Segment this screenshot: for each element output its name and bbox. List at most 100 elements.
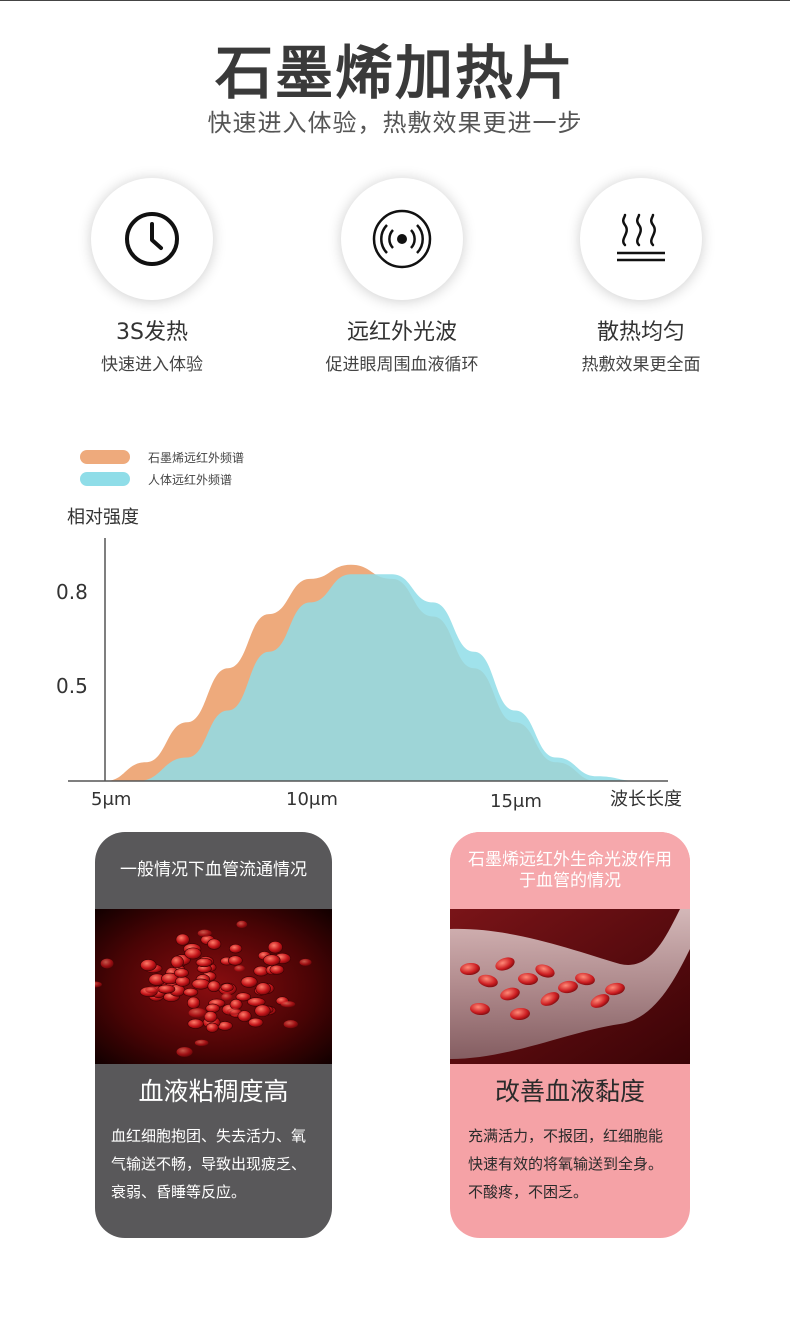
- red-blood-cell: [157, 984, 176, 994]
- red-blood-cell: [227, 955, 243, 966]
- red-blood-cell: [205, 1022, 219, 1033]
- card-normal-blood-flow: 一般情况下血管流通情况 血液粘稠度高 血红细胞抱团、失去活力、氧 气输送不畅，导…: [95, 832, 332, 1238]
- card-body-line: 气输送不畅，导致出现疲乏、: [111, 1155, 307, 1173]
- red-blood-cell: [280, 1001, 296, 1008]
- y-axis-label: 相对强度: [67, 507, 139, 528]
- red-blood-cell: [174, 968, 189, 978]
- legend-swatch-human: [80, 472, 130, 486]
- feature-desc: 热敷效果更全面: [581, 355, 701, 375]
- red-blood-cell: [236, 920, 248, 929]
- red-blood-cell: [194, 1039, 209, 1047]
- red-blood-cell: [207, 938, 222, 950]
- red-blood-cell: [176, 1047, 193, 1057]
- card-body-line: 血红细胞抱团、失去活力、氧: [111, 1127, 307, 1145]
- feature-even-heat: 散热均匀 热敷效果更全面: [521, 178, 761, 375]
- page-title: 石墨烯加热片: [214, 39, 575, 107]
- chart-legend: 石墨烯远红外频谱 人体远红外频谱: [80, 446, 244, 490]
- red-blood-cell: [229, 943, 243, 954]
- x-tick-label: 5μm: [91, 789, 131, 810]
- feature-title: 远红外光波: [346, 320, 457, 345]
- feature-icon-circle: [341, 178, 463, 300]
- red-blood-cell: [170, 955, 184, 969]
- red-blood-cell: [590, 994, 610, 1008]
- card-title: 血液粘稠度高: [138, 1077, 289, 1106]
- card-title: 改善血液黏度: [494, 1077, 645, 1106]
- red-blood-cell: [227, 1008, 241, 1015]
- red-blood-cell: [184, 947, 202, 960]
- chart-areas: [105, 564, 639, 781]
- red-blood-cell: [183, 987, 199, 997]
- red-blood-cell: [221, 993, 233, 1001]
- x-tick-label: 10μm: [286, 789, 338, 810]
- red-blood-cell: [220, 983, 234, 992]
- red-blood-cell: [175, 976, 191, 987]
- series-area-human: [137, 574, 639, 781]
- red-blood-cell: [575, 972, 595, 986]
- spectrum-chart: 相对强度 0.8 0.5 5μm 10μm 15μm 波长长度: [56, 507, 682, 812]
- red-blood-cell: [197, 929, 212, 937]
- feature-quick-heat: 3S发热 快速进入体验: [32, 178, 272, 375]
- red-blood-cell: [229, 998, 243, 1010]
- card-body: 血红细胞抱团、失去活力、氧 气输送不畅，导致出现疲乏、 衰弱、昏睡等反应。: [95, 1108, 332, 1206]
- red-blood-cell: [269, 964, 285, 975]
- feature-icon-circle: [91, 178, 213, 300]
- red-blood-cell: [140, 959, 157, 972]
- x-tick-label: 15μm: [490, 791, 542, 812]
- red-blood-cell: [540, 992, 560, 1006]
- red-blood-cell: [186, 996, 201, 1009]
- legend-item-graphene: 石墨烯远红外频谱: [80, 446, 244, 468]
- y-tick-label: 0.5: [56, 674, 88, 698]
- legend-swatch-graphene: [80, 450, 130, 464]
- red-blood-cell: [470, 1002, 490, 1016]
- red-blood-cell: [558, 980, 578, 994]
- red-blood-cell: [518, 972, 538, 986]
- red-blood-cell: [187, 1018, 204, 1029]
- red-blood-cell: [240, 976, 258, 988]
- legend-item-human: 人体远红外频谱: [80, 468, 244, 490]
- card-graphene-effect: 石墨烯远红外生命光波作用 于血管的情况 改善血液黏度 充满活力，: [450, 832, 690, 1238]
- feature-title: 3S发热: [116, 320, 188, 345]
- legend-label: 人体远红外频谱: [148, 472, 233, 487]
- card-header: 一般情况下血管流通情况: [120, 860, 307, 880]
- red-blood-cell: [188, 1008, 207, 1018]
- red-blood-cell: [234, 965, 245, 972]
- feature-title: 散热均匀: [596, 320, 685, 345]
- red-blood-cell: [535, 964, 555, 978]
- red-blood-cell: [195, 957, 213, 968]
- red-blood-cells-flow: [460, 957, 625, 1021]
- red-blood-cell: [263, 954, 281, 966]
- x-axis-label: 波长长度: [610, 789, 682, 810]
- red-blood-cell: [247, 997, 266, 1007]
- red-blood-cell: [495, 957, 515, 971]
- red-blood-cell: [248, 1017, 264, 1028]
- red-blood-cell: [95, 981, 102, 988]
- feature-desc: 快速进入体验: [101, 355, 203, 375]
- card-body: 充满活力，不报团，红细胞能 快速有效的将氧输送到全身。 不酸疼，不困乏。: [450, 1108, 690, 1206]
- red-blood-cell: [255, 982, 271, 995]
- heat-waves-icon: [617, 213, 665, 262]
- red-blood-cell: [254, 1004, 271, 1017]
- clock-icon: [125, 212, 179, 266]
- card-body-line: 充满活力，不报团，红细胞能: [468, 1127, 664, 1145]
- red-blood-cell: [299, 958, 312, 966]
- radiation-wave-icon: [372, 209, 432, 269]
- card-body-line: 衰弱、昏睡等反应。: [111, 1183, 247, 1201]
- red-blood-cell: [510, 1007, 530, 1021]
- feature-desc: 促进眼周围血液循环: [325, 355, 479, 375]
- red-blood-cells-cluster: [95, 920, 312, 1057]
- red-blood-cell: [191, 978, 211, 990]
- blood-clot-image: [95, 909, 332, 1064]
- card-body-line: 不酸疼，不困乏。: [468, 1183, 589, 1201]
- y-tick-label: 0.8: [56, 580, 88, 604]
- card-header: 石墨烯远红外生命光波作用 于血管的情况: [450, 832, 690, 909]
- page-subtitle: 快速进入体验，热敷效果更进一步: [207, 109, 583, 137]
- red-blood-cell: [267, 941, 283, 954]
- blood-vessel-image: [450, 909, 690, 1064]
- red-blood-cell: [478, 974, 498, 988]
- red-blood-cell: [283, 1020, 298, 1029]
- top-border-line: [0, 0, 790, 1]
- card-body-line: 快速有效的将氧输送到全身。: [468, 1155, 664, 1173]
- red-blood-cell: [175, 933, 190, 946]
- card-header-line: 于血管的情况: [519, 870, 621, 891]
- red-blood-cell: [237, 1010, 252, 1022]
